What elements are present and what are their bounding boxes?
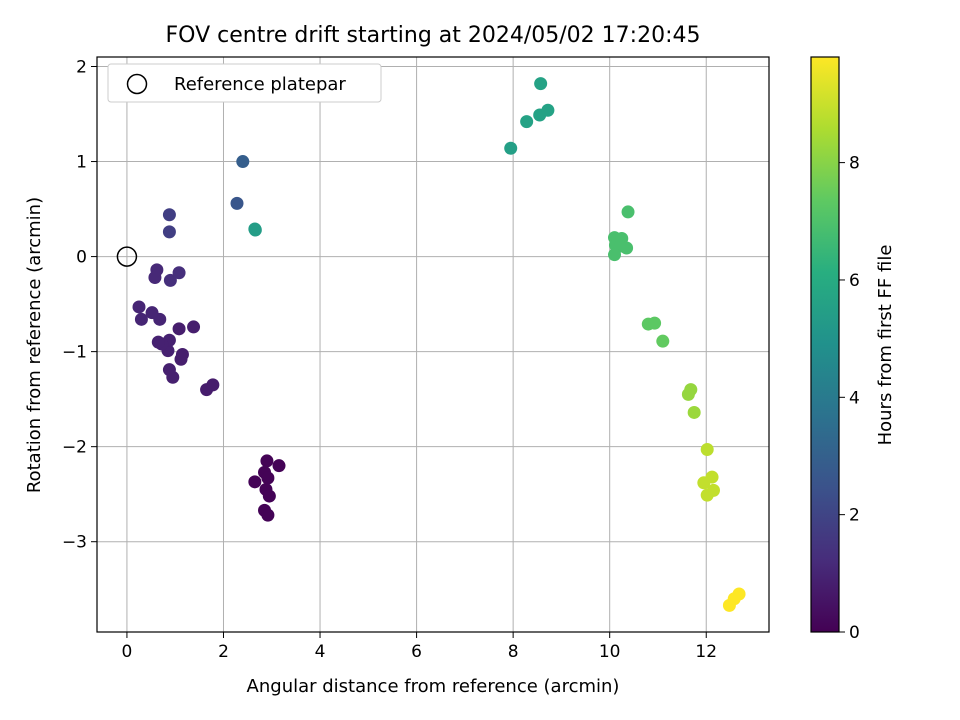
x-tick-label: 4 — [315, 642, 326, 662]
data-point — [272, 459, 286, 473]
legend-marker — [126, 73, 148, 95]
plot-frame — [96, 56, 770, 633]
plot-background — [97, 57, 769, 632]
colorbar: 0 2 4 6 8 Hours from first FF file — [810, 56, 896, 643]
data-point — [700, 488, 714, 502]
x-tick-label: 8 — [508, 642, 519, 662]
colorbar-tick-label: 4 — [849, 388, 860, 408]
data-point — [262, 489, 276, 503]
y-axis-label: Rotation from reference (arcmin) — [24, 197, 45, 493]
x-axis-label: Angular distance from reference (arcmin) — [247, 676, 620, 697]
data-point — [162, 208, 176, 222]
data-point — [151, 335, 165, 349]
data-point — [230, 196, 244, 210]
data-point — [248, 223, 262, 237]
legend-box — [107, 63, 382, 103]
legend: Reference platepar — [107, 63, 382, 103]
data-point — [700, 443, 714, 457]
data-point — [534, 77, 548, 91]
data-point — [722, 598, 736, 612]
data-point — [697, 476, 711, 490]
x-axis-ticks: 0 2 4 6 8 10 12 — [122, 632, 717, 662]
colorbar-gradient — [810, 56, 840, 633]
y-tick-label: −3 — [62, 533, 87, 553]
data-point — [132, 300, 146, 314]
data-point — [504, 141, 518, 155]
data-point — [687, 405, 701, 419]
x-tick-label: 0 — [122, 642, 133, 662]
data-point — [260, 454, 274, 468]
x-tick-label: 10 — [599, 642, 621, 662]
chart-title: FOV centre drift starting at 2024/05/02 … — [166, 23, 701, 48]
x-tick-label: 6 — [411, 642, 422, 662]
colorbar-tick-label: 6 — [849, 271, 860, 291]
x-tick-label: 2 — [218, 642, 229, 662]
colorbar-tick-label: 0 — [849, 623, 860, 643]
data-point — [150, 263, 164, 277]
legend-label: Reference platepar — [174, 74, 346, 95]
y-tick-label: −1 — [62, 343, 87, 363]
data-point — [520, 115, 534, 129]
data-point — [162, 363, 176, 377]
data-point — [648, 316, 662, 330]
grid-lines — [97, 57, 769, 632]
colorbar-tick-label: 8 — [849, 154, 860, 174]
data-point — [236, 155, 250, 169]
data-point — [608, 248, 622, 262]
data-point — [261, 508, 275, 522]
data-point — [163, 273, 177, 287]
colorbar-ticks: 0 2 4 6 8 — [839, 154, 860, 643]
y-axis-ticks: −3 −2 −1 0 1 2 — [62, 58, 97, 553]
y-tick-label: 1 — [76, 153, 87, 173]
data-point — [656, 334, 670, 348]
data-point — [162, 225, 176, 239]
data-point — [541, 103, 555, 117]
data-point — [206, 378, 220, 392]
data-point — [174, 352, 188, 366]
y-tick-label: 2 — [76, 58, 87, 78]
data-point — [620, 241, 634, 255]
data-point — [172, 266, 186, 280]
data-points — [132, 77, 746, 612]
data-point — [187, 320, 201, 334]
data-point — [261, 471, 275, 485]
data-point — [134, 312, 148, 326]
y-tick-label: −2 — [62, 438, 87, 458]
data-point — [248, 475, 262, 489]
colorbar-label: Hours from first FF file — [875, 245, 896, 446]
data-point — [681, 387, 695, 401]
data-point — [621, 205, 635, 219]
y-tick-label: 0 — [76, 248, 87, 268]
colorbar-tick-label: 2 — [849, 506, 860, 526]
data-point — [172, 322, 186, 336]
x-tick-label: 12 — [695, 642, 717, 662]
reference-platepar-marker — [116, 246, 138, 267]
data-point — [145, 306, 159, 320]
